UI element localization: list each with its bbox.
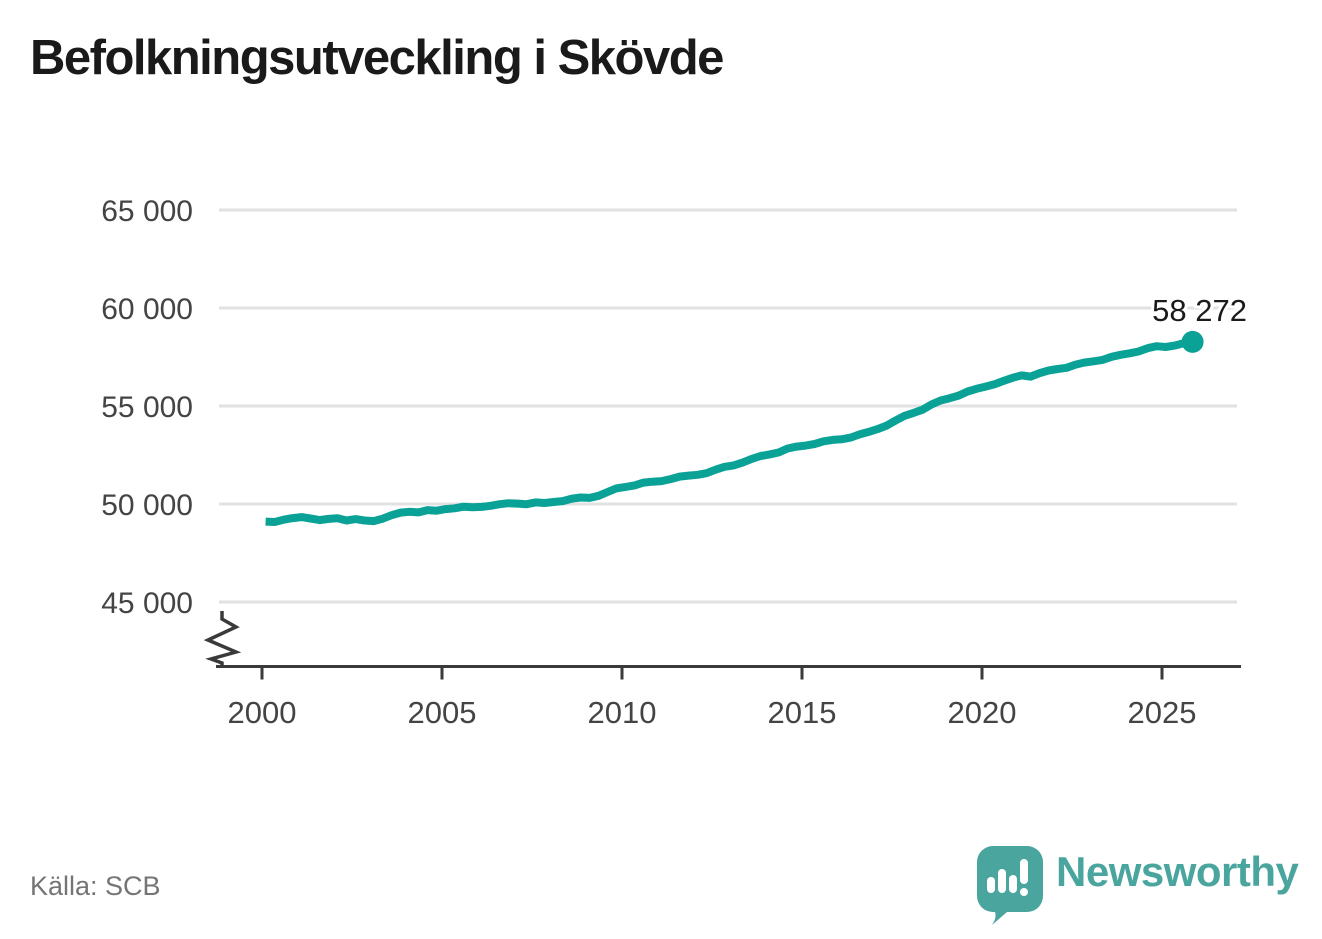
y-tick-label: 55 000 bbox=[101, 391, 193, 424]
x-tick-label: 2025 bbox=[1128, 695, 1197, 730]
x-tick-label: 2015 bbox=[768, 695, 837, 730]
page-title: Befolkningsutveckling i Skövde bbox=[30, 31, 724, 85]
end-value-label: 58 272 bbox=[1152, 293, 1247, 328]
y-tick-label: 60 000 bbox=[101, 293, 193, 326]
newsworthy-logo-text: Newsworthy bbox=[1056, 848, 1299, 895]
y-tick-label: 50 000 bbox=[101, 489, 193, 522]
source-note: Källa: SCB bbox=[30, 871, 161, 901]
y-tick-label: 65 000 bbox=[101, 195, 193, 228]
x-tick-label: 2020 bbox=[948, 695, 1017, 730]
series-line bbox=[265, 337, 1194, 526]
logo-bars-icon bbox=[987, 859, 1028, 896]
y-tick-label: 45 000 bbox=[101, 587, 193, 620]
newsworthy-logo-icon bbox=[977, 846, 1043, 925]
end-dot bbox=[1181, 330, 1204, 353]
x-tick-label: 2000 bbox=[228, 695, 297, 730]
x-tick-label: 2010 bbox=[588, 695, 657, 730]
x-tick-label: 2005 bbox=[408, 695, 477, 730]
newsworthy-logo: Newsworthy bbox=[977, 846, 1299, 926]
axis-break-icon bbox=[203, 611, 242, 668]
